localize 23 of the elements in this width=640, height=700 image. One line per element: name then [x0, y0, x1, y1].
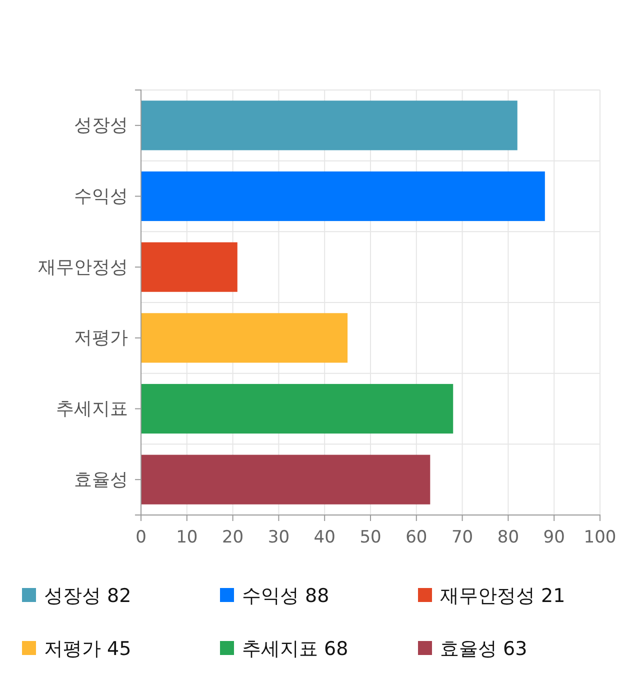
legend-label: 저평가 45 [44, 638, 132, 660]
legend-label: 추세지표 68 [242, 638, 348, 660]
x-tick-label: 60 [406, 528, 428, 548]
y-tick-label: 수익성 [74, 186, 128, 208]
legend-label: 성장성 82 [44, 585, 132, 607]
x-tick-label: 50 [360, 528, 382, 548]
x-tick-label: 100 [584, 528, 616, 548]
x-tick-label: 0 [136, 528, 146, 548]
x-tick-label: 40 [314, 528, 336, 548]
y-tick-label: 저평가 [74, 328, 128, 349]
x-tick-label: 80 [497, 528, 520, 548]
x-tick-label: 30 [268, 528, 290, 548]
legend-label: 수익성 88 [242, 585, 330, 607]
x-tick-label: 10 [176, 528, 198, 548]
legend-label: 효율성 63 [440, 638, 528, 660]
y-tick-label: 효율성 [74, 469, 128, 490]
x-tick-label: 20 [222, 528, 244, 548]
y-tick-label: 성장성 [74, 115, 128, 136]
x-tick-label: 70 [451, 528, 474, 548]
legend-label: 재무안정성 21 [440, 585, 566, 607]
x-tick-label: 90 [543, 528, 565, 548]
y-tick-label: 추세지표 [56, 398, 128, 420]
y-tick-label: 재무안정성 [38, 256, 128, 278]
